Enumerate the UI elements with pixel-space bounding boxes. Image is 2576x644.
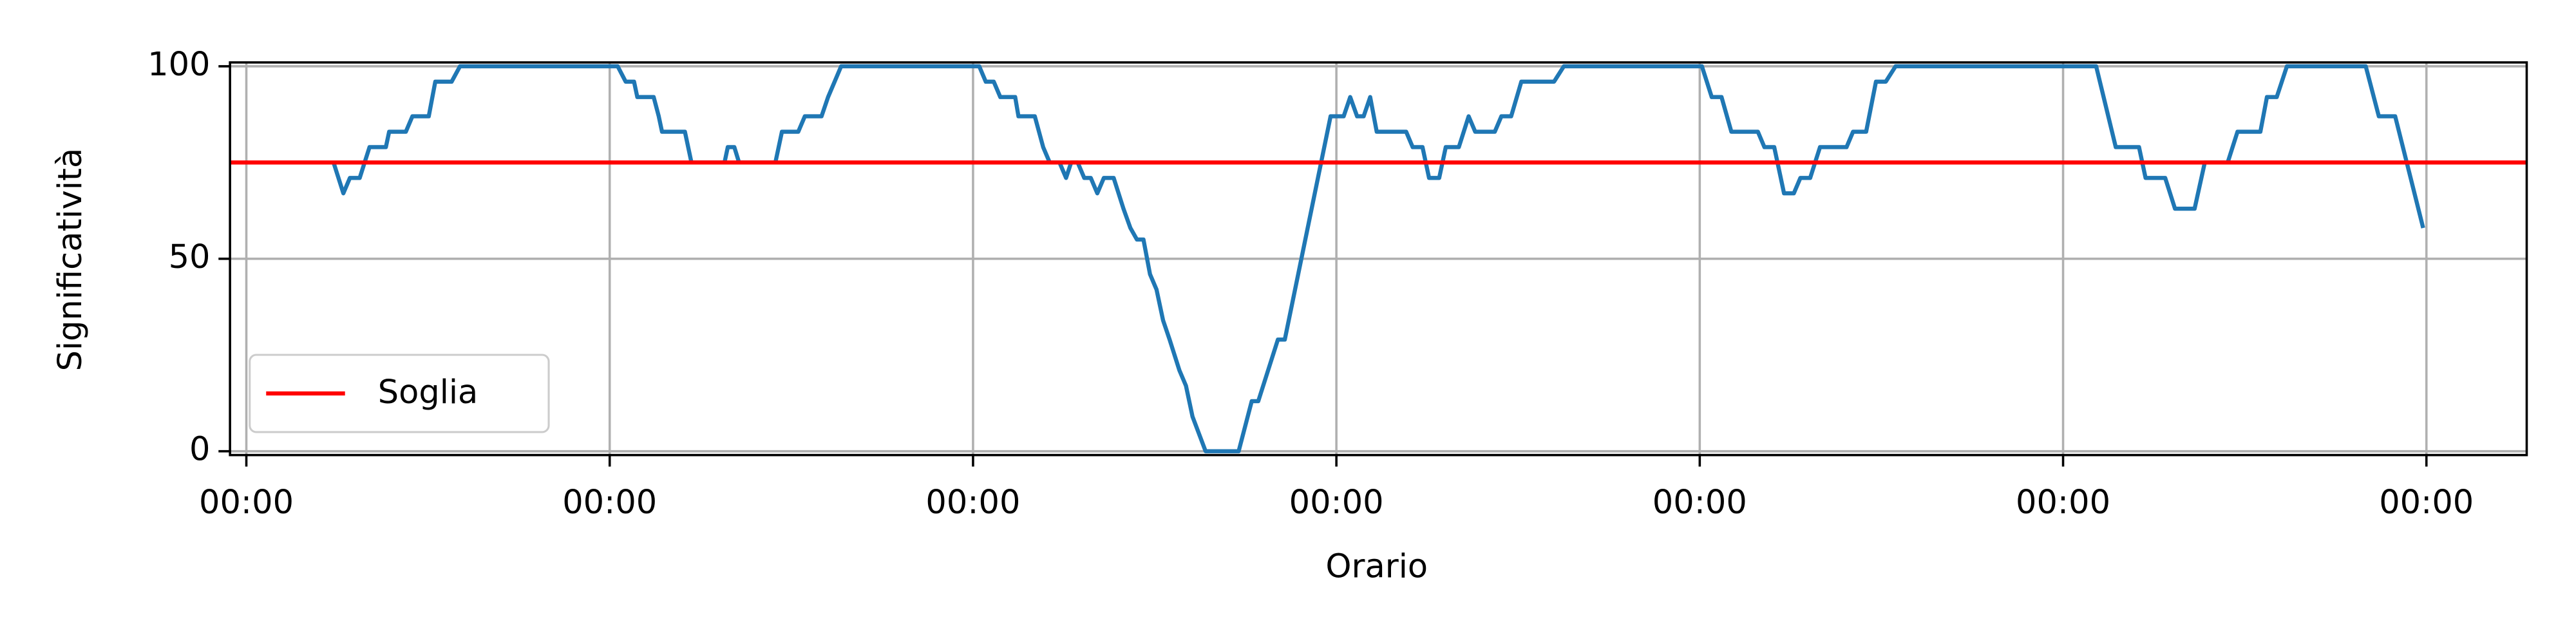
x-tick-label: 00:00: [562, 484, 657, 522]
x-tick-label: 00:00: [1653, 484, 1747, 522]
x-tick-label: 00:00: [2379, 484, 2474, 522]
y-axis-label: Significatività: [52, 148, 90, 372]
plot-frame: [229, 61, 2528, 457]
y-tick-label: 100: [147, 46, 210, 84]
y-tick-label: 0: [189, 431, 210, 469]
x-tick-label: 00:00: [1289, 484, 1384, 522]
x-axis-label: Orario: [1325, 548, 1428, 586]
x-tick-label: 00:00: [2016, 484, 2110, 522]
x-tick-label: 00:00: [199, 484, 294, 522]
y-tick-label: 50: [169, 238, 211, 276]
legend-box: [249, 354, 550, 433]
x-tick-label: 00:00: [925, 484, 1020, 522]
legend-label: Soglia: [378, 374, 478, 412]
